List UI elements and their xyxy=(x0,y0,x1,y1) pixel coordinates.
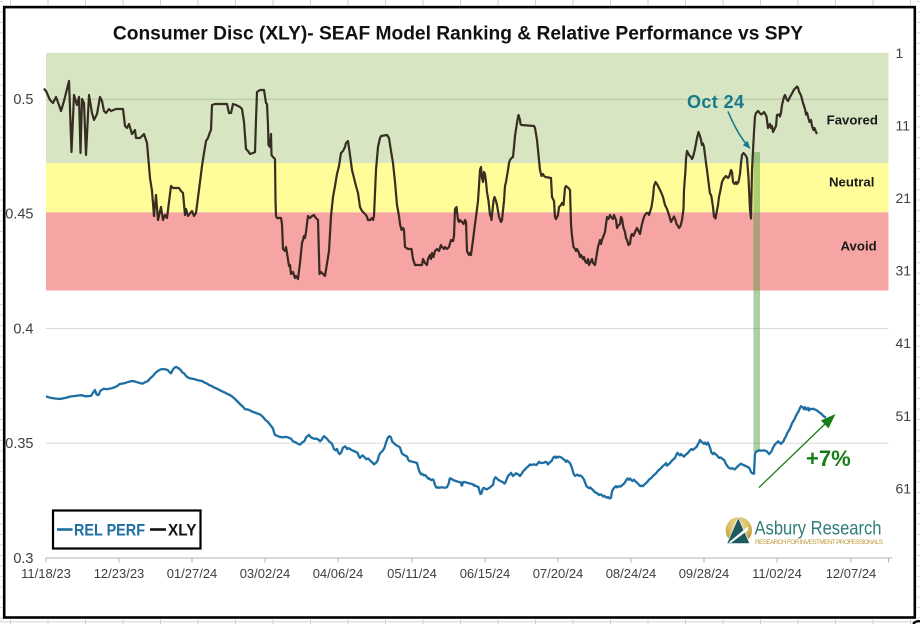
svg-text:01/27/24: 01/27/24 xyxy=(167,566,218,581)
svg-text:08/24/24: 08/24/24 xyxy=(606,566,657,581)
svg-text:0.3: 0.3 xyxy=(13,551,33,567)
svg-text:11/02/24: 11/02/24 xyxy=(752,566,802,581)
svg-text:11: 11 xyxy=(896,117,911,133)
svg-text:12/23/23: 12/23/23 xyxy=(94,566,145,581)
svg-text:Avoid: Avoid xyxy=(841,239,877,254)
svg-text:REL PERF: REL PERF xyxy=(74,522,145,540)
svg-text:04/06/24: 04/06/24 xyxy=(313,566,364,581)
svg-text:21: 21 xyxy=(896,190,912,206)
svg-text:07/20/24: 07/20/24 xyxy=(533,566,584,581)
svg-text:12/07/24: 12/07/24 xyxy=(826,566,877,581)
svg-text:09/28/24: 09/28/24 xyxy=(679,566,730,581)
svg-text:05/11/24: 05/11/24 xyxy=(387,566,437,581)
svg-text:1: 1 xyxy=(896,45,904,61)
svg-text:03/02/24: 03/02/24 xyxy=(240,566,291,581)
svg-text:Asbury Research: Asbury Research xyxy=(755,518,882,540)
svg-text:06/15/24: 06/15/24 xyxy=(460,566,511,581)
svg-text:0.45: 0.45 xyxy=(5,207,33,223)
svg-text:11/18/23: 11/18/23 xyxy=(21,566,71,581)
svg-text:+7%: +7% xyxy=(806,446,851,471)
svg-text:41: 41 xyxy=(896,335,912,351)
svg-text:0.35: 0.35 xyxy=(5,436,33,452)
svg-text:0.4: 0.4 xyxy=(13,321,33,337)
svg-text:61: 61 xyxy=(896,480,912,496)
svg-text:51: 51 xyxy=(896,408,912,424)
svg-text:Neutral: Neutral xyxy=(829,175,874,190)
svg-text:Oct 24: Oct 24 xyxy=(687,92,744,112)
svg-text:31: 31 xyxy=(896,263,912,279)
svg-text:Consumer Disc (XLY)- SEAF Mode: Consumer Disc (XLY)- SEAF Model Ranking … xyxy=(113,24,803,45)
svg-text:0.5: 0.5 xyxy=(13,92,33,108)
svg-text:Favored: Favored xyxy=(827,112,878,127)
svg-text:XLY: XLY xyxy=(168,522,197,540)
svg-text:RESEARCH FOR INVESTMENT PROFES: RESEARCH FOR INVESTMENT PROFESSIONALS xyxy=(755,539,883,546)
